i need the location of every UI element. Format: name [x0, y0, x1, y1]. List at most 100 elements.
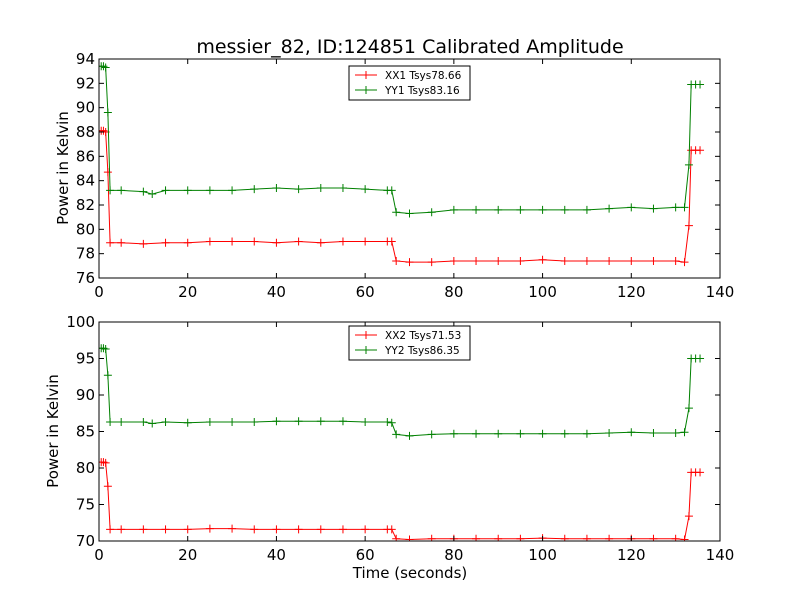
bottom-legend-label-2: YY2 Tsys86.35: [384, 345, 460, 357]
bottom-series-1-point: [427, 534, 436, 541]
bottom-series-1-point: [516, 534, 525, 541]
bottom-series-2-point: [117, 418, 126, 427]
bottom-legend-label-1: XX2 Tsys71.53: [385, 330, 461, 342]
bottom-x-tick-label: 80: [444, 546, 463, 564]
bottom-series-1-point: [103, 482, 112, 491]
top-series-2-point: [627, 203, 636, 212]
top-legend-marker-1: [362, 71, 370, 79]
top-series-1-point: [427, 258, 436, 267]
bottom-series-1: [99, 458, 705, 541]
bottom-series-1-point: [272, 525, 281, 534]
top-axes-frame: [98, 58, 721, 279]
top-legend-label-2: YY1 Tsys83.16: [384, 85, 460, 97]
bottom-series-2-point: [316, 417, 325, 426]
bottom-series-2-point: [494, 429, 503, 438]
bottom-x-tick-label: 0: [94, 546, 104, 564]
top-y-tick-label: 82: [76, 196, 95, 214]
top-series-1-point: [117, 238, 126, 247]
top-series-1-point: [106, 238, 115, 247]
figure-title: messier_82, ID:124851 Calibrated Amplitu…: [196, 36, 623, 58]
top-x-tick-label: 0: [94, 283, 104, 301]
top-series-2-point: [139, 187, 148, 196]
bottom-series-2-point: [361, 418, 370, 427]
bottom-series-2-point: [338, 417, 347, 426]
bottom-x-tick-label: 100: [528, 546, 557, 564]
bottom-y-tick-label: 80: [76, 459, 95, 477]
top-series-2-point: [272, 183, 281, 192]
top-series-2-point: [338, 183, 347, 192]
bottom-series-2-point: [427, 430, 436, 439]
bottom-series-2-point: [605, 428, 614, 437]
top-series-1-point: [405, 258, 414, 267]
bottom-series-2-point: [294, 417, 303, 426]
bottom-series-2-point: [106, 418, 115, 427]
top-y-tick-label: 86: [76, 147, 95, 165]
top-series-2-point: [387, 186, 396, 195]
bottom-series-2-point: [103, 371, 112, 380]
bottom-y-tick-label: 95: [76, 350, 95, 368]
top-series-1-point: [671, 256, 680, 265]
top-series-2-point: [228, 186, 237, 195]
bottom-series-2-point: [250, 418, 259, 427]
bottom-x-tick-label: 140: [706, 546, 735, 564]
bottom-x-tick-label: 20: [178, 546, 197, 564]
bottom-series-2-point: [161, 418, 170, 427]
top-x-tick-label: 100: [528, 283, 557, 301]
top-series-2-point: [696, 80, 705, 89]
top-series-2-point: [538, 205, 547, 214]
top-series-2-point: [250, 185, 259, 194]
top-y-tick-label: 78: [76, 245, 95, 263]
bottom-series-2-point: [387, 418, 396, 427]
top-series-2-point: [117, 186, 126, 195]
bottom-y-tick-label: 100: [66, 313, 95, 331]
top-y-tick-label: 76: [76, 269, 95, 287]
top-series-1-point: [582, 256, 591, 265]
top-series-1-point: [294, 237, 303, 246]
bottom-series-1-point: [101, 458, 110, 467]
top-series-2-point: [427, 208, 436, 217]
bottom-series-1-point: [205, 524, 214, 533]
bottom-series-1-point: [684, 512, 693, 521]
bottom-series-2-point: [205, 418, 214, 427]
top-y-tick-label: 90: [76, 99, 95, 117]
top-series-1-point: [228, 237, 237, 246]
top-x-tick-label: 20: [178, 283, 197, 301]
top-panel: Power in Kelvin 0 20 40 60 80 100 120 140 76 78 80…: [54, 50, 734, 301]
bottom-series-2: [99, 344, 705, 440]
top-series-1-point: [627, 256, 636, 265]
top-series-2-point: [101, 63, 110, 72]
top-series-2-point: [405, 209, 414, 218]
top-series-2-point: [449, 205, 458, 214]
bottom-series-1-point: [316, 525, 325, 534]
top-series-2-point: [671, 203, 680, 212]
top-series-1-point: [649, 256, 658, 265]
bottom-legend: XX2 Tsys71.53 YY2 Tsys86.35: [348, 325, 471, 361]
top-y-tick-label: 88: [76, 123, 95, 141]
top-series-1-point: [684, 221, 693, 230]
top-series-2-point: [560, 205, 569, 214]
top-series-2-point: [106, 186, 115, 195]
top-series-2-point: [582, 205, 591, 214]
top-legend-label-1: XX1 Tsys78.66: [385, 70, 462, 82]
bottom-series-1-point: [582, 534, 591, 541]
top-series-2-point: [361, 185, 370, 194]
bottom-series-1-point: [392, 534, 401, 541]
bottom-series-1-point: [139, 525, 148, 534]
bottom-series-2-point: [148, 419, 157, 428]
top-x-tick-label: 80: [444, 283, 463, 301]
top-legend-box: [348, 65, 471, 101]
bottom-series-2-point: [449, 429, 458, 438]
top-series-1-point: [472, 256, 481, 265]
bottom-panel: Power in Kelvin Time (seconds) 0 20 40 60 80…: [44, 313, 734, 582]
bottom-series-2-point: [649, 428, 658, 437]
bottom-series-1-point: [106, 525, 115, 534]
bottom-series-2-point: [684, 404, 693, 413]
bottom-series-2-point: [696, 354, 705, 363]
bottom-x-tick-label: 60: [356, 546, 375, 564]
bottom-series-2-point: [101, 345, 110, 354]
top-series-1-point: [680, 258, 689, 267]
bottom-series-2-point: [383, 418, 392, 427]
bottom-series-1-point: [680, 535, 689, 541]
bottom-series-1-point: [696, 468, 705, 477]
